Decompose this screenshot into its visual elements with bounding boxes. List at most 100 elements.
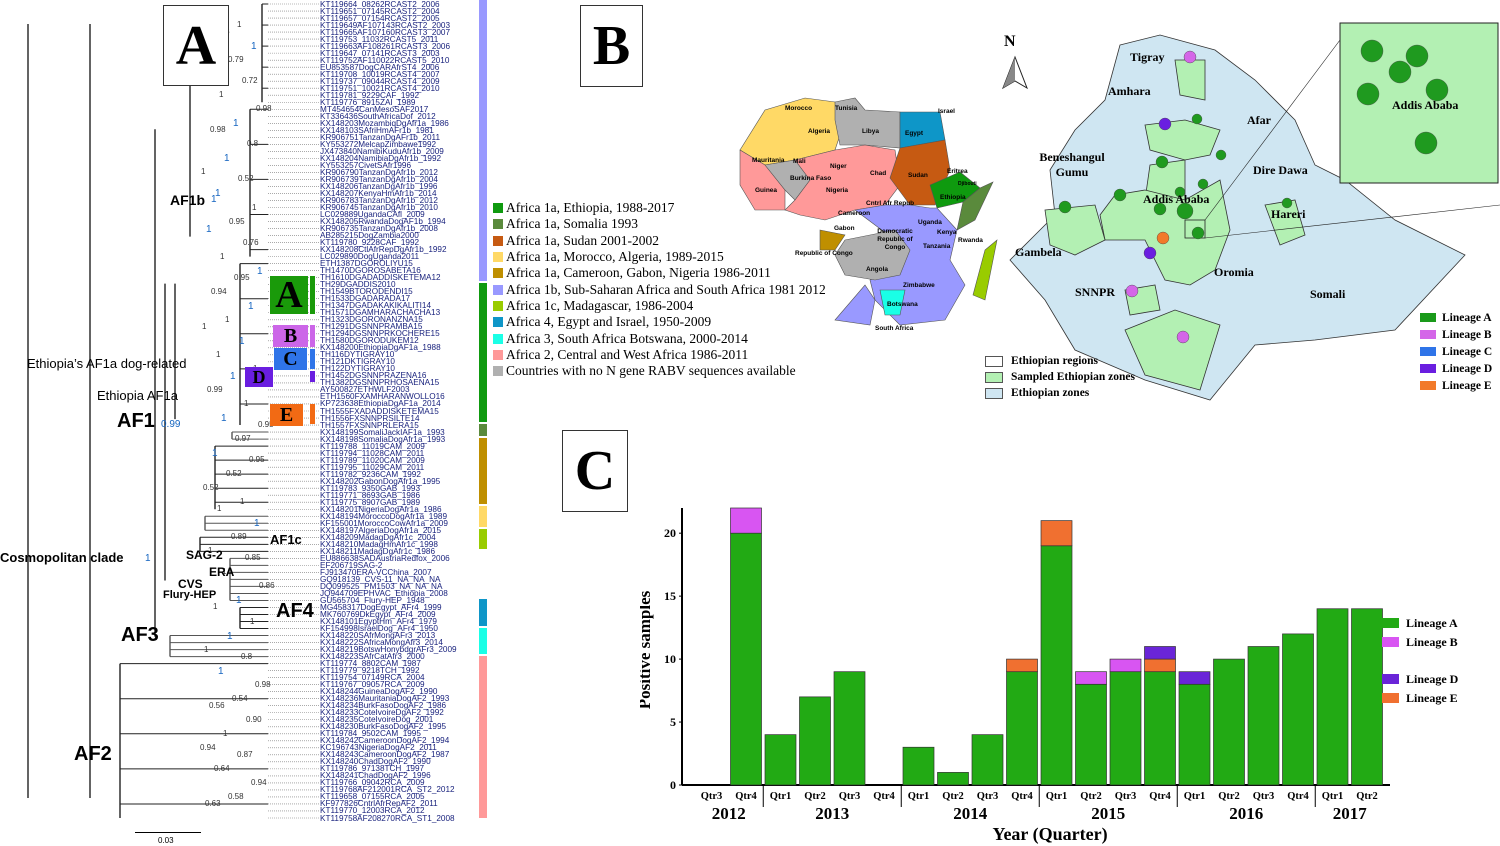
support-value: 0.63 (205, 798, 221, 808)
clade-label-ethiopia-af1a: Ethiopia AF1a (97, 388, 178, 403)
y-tick-label: 20 (664, 526, 676, 540)
x-tick-label-quarter: Qtr2 (1218, 791, 1240, 802)
legend-swatch (493, 284, 503, 295)
bar-lineage-a (799, 696, 831, 786)
tree-leaf: KX148219BotswHonybdgrAFr3_2009 (320, 645, 457, 655)
support-value: 1 (233, 118, 239, 130)
tree-leaf: TH1291DGSNNPRAMBA15 (320, 322, 423, 332)
tree-leaf: KP723638EthiopiaDgAF1a_2014 (320, 399, 441, 409)
sample-location-dot (1197, 178, 1209, 190)
lineage-b-bar (310, 325, 315, 347)
africa-label-zimbabwe: Zimbabwe (903, 282, 935, 289)
bar-lineage-d (1144, 646, 1176, 660)
tree-leaf: KX148211MadagDgAfr1c_1986 (320, 546, 436, 556)
clade-label-af1: AF1 (117, 410, 155, 432)
lineage-legend-item: Lineage A (1420, 309, 1492, 326)
lineage-legend-label: Lineage C (1442, 345, 1493, 358)
lineage-legend-item: Lineage B (1420, 326, 1492, 343)
sample-location-dot (1143, 246, 1157, 260)
scale-bar (135, 832, 201, 833)
colorbar-somalia (479, 424, 487, 436)
tree-leaf: KX148241ChadDogAF2_1996 (320, 771, 431, 781)
x-tick-label-year: 2012 (712, 804, 746, 823)
tree-leaf: TH1557FXSNNPRLERA15 (320, 420, 419, 430)
tree-leaf: KR906745TanzanDgAfr1b_2010 (320, 203, 438, 212)
legend-item: Africa 1a, Morocco, Algeria, 1989-2015 (493, 249, 826, 265)
legend-item: Africa 1a, Somalia 1993 (493, 216, 826, 232)
scale-bar-label: 0.03 (158, 836, 174, 845)
legend-swatch (493, 268, 503, 279)
support-value: 0.98 (256, 104, 272, 114)
lineage-legend-swatch (1420, 347, 1436, 356)
clade-label-era: ERA (209, 565, 235, 579)
chart-legend-label: Lineage D (1406, 672, 1459, 686)
panel-label-b: B (580, 5, 643, 87)
lineage-legend-item: Lineage D (1420, 360, 1492, 377)
bar-lineage-a (1178, 683, 1211, 786)
sampled-zone-tigray (1174, 59, 1206, 101)
tree-leaf: KT119775_8907GAB_1989 (320, 497, 421, 507)
lineage-c-bar (310, 349, 315, 369)
tree-leaf: KX148200EthiopiaDgAF1a_1988 (320, 343, 441, 353)
support-value: 0.58 (228, 791, 244, 801)
colorbar-ethiopia (479, 283, 487, 422)
x-tick-label-quarter: Qtr1 (1184, 791, 1206, 802)
colorbar-morocco (479, 506, 487, 527)
africa-somalia (956, 181, 994, 231)
tree-leaf: KT119782_9236CAM_1992 (320, 469, 421, 479)
tree-leaf: KT119665AF107160RCAST3_2007 (320, 27, 451, 37)
region-label-beneshangul-gumu: Beneshangul Gumu (1039, 150, 1105, 179)
bar-lineage-a (902, 746, 935, 786)
zone-legend-swatch (985, 371, 1003, 383)
sample-location-dot (1360, 39, 1384, 63)
x-tick-label-quarter: Qtr4 (1011, 791, 1033, 802)
tree-leaf: KX148101EgyptHm_AFr4_1979 (320, 617, 437, 627)
legend-item: Africa 1a, Ethiopia, 1988-2017 (493, 200, 826, 216)
tree-leaf: TH1549BTORODENDI15 (320, 287, 413, 297)
tree-leaf: LC029890DogUganda2011 (320, 252, 420, 262)
colorbar-af4 (479, 599, 487, 626)
africa-label-south-africa: South Africa (875, 325, 914, 332)
tree-leaf: KT119753_11032RCAST5_2011 (320, 34, 439, 44)
lineage-legend-item: Lineage E (1420, 377, 1492, 394)
tree-leaf: KT119752AF110022RCAST5_2010 (320, 55, 450, 65)
bar-lineage-a (1006, 671, 1038, 786)
tree-leaf: TH1382DGSNNPRHOSAENA15 (320, 378, 440, 388)
legend-swatch (493, 252, 503, 263)
tree-leaf: KX148201NigeriaDogAfr1a_1986 (320, 504, 442, 514)
zone-legend-swatch (985, 355, 1003, 367)
region-label-afar: Afar (1247, 113, 1271, 127)
tree-leaf: KC196743NigeriaDogAF2_2011 (320, 743, 437, 753)
tree-leaf: KT119779_9218TCH_1992 (320, 666, 420, 676)
colorbar-af2 (479, 656, 487, 818)
support-value: 1 (224, 153, 230, 165)
legend-item: Africa 1b, Sub-Saharan Africa and South … (493, 281, 826, 297)
tree-leaf: KX148207KenyaHmAfr1b_2014 (320, 188, 437, 198)
tree-leaf: KX148205RwandaDogAF1b_1994 (320, 217, 446, 227)
legend-swatch (493, 219, 503, 230)
lineage-legend-swatch (1420, 330, 1436, 339)
tree-leaf: TH1533DGADARADA17 (320, 294, 411, 304)
clade-label-af1b: AF1b (170, 192, 205, 208)
support-value: 0.8 (241, 651, 253, 661)
x-tick-label-quarter: Qtr4 (735, 791, 757, 802)
tree-leaf: KX148220SAfrMongAFr3_2013 (320, 631, 436, 641)
tree-leaf: KT119758AF208270RCA_ST1_2008 (320, 813, 455, 823)
x-tick-label-quarter: Qtr2 (804, 791, 826, 802)
bar-lineage-a (1109, 671, 1142, 786)
x-tick-label-year: 2014 (953, 804, 988, 823)
chart-legend-label: Lineage A (1406, 616, 1458, 630)
support-value: 1 (219, 90, 224, 100)
bar-lineage-b (1109, 658, 1142, 673)
tree-leaf: TH121DKTIGRAY10 (320, 357, 395, 367)
africa-label-tanzania: Tanzania (923, 243, 951, 250)
africa-label-cameroon: Cameroon (838, 210, 871, 217)
region-label-hareri: Hareri (1271, 207, 1306, 221)
x-tick-label-year: 2016 (1229, 804, 1263, 823)
bar-lineage-d (1178, 671, 1211, 685)
sample-location-dot (1281, 197, 1293, 209)
x-tick-label-quarter: Qtr3 (1115, 791, 1137, 802)
tree-leaf: KF154998IsraelDog_AFr4_1950 (320, 624, 438, 634)
tree-leaf: KX148204NamibiaDgAfr1b_1992 (320, 153, 442, 163)
colorbar-cameroon (479, 438, 487, 504)
